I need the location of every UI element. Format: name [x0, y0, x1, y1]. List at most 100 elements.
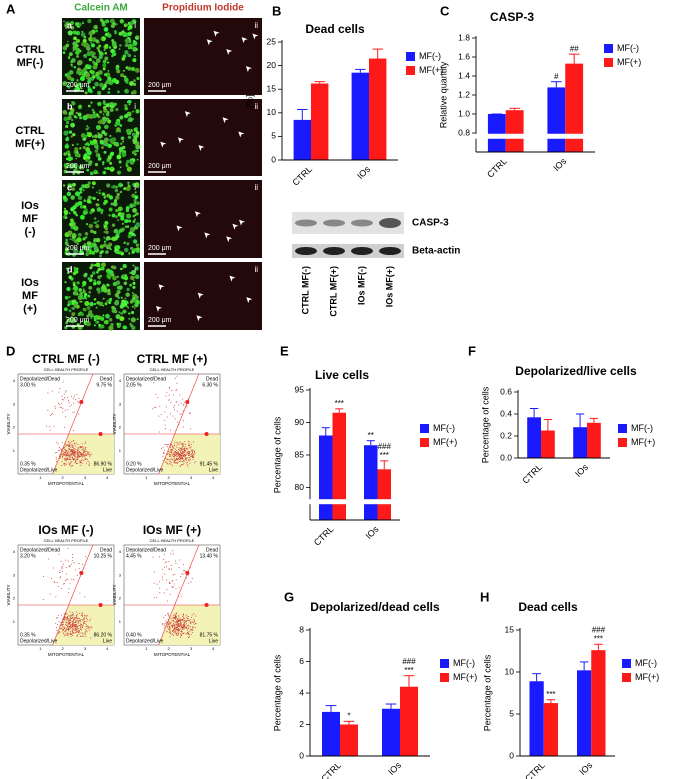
flow-tick: 1: [145, 646, 148, 651]
event-dot: [173, 622, 175, 624]
event-dot: [167, 624, 169, 626]
event-dot: [185, 454, 187, 456]
event-dot: [186, 626, 188, 628]
event-dot: [66, 619, 68, 621]
significance: ***: [404, 666, 413, 675]
y-tick-label: 1.8: [458, 32, 470, 42]
event-dot: [195, 460, 197, 462]
arrowhead: [204, 232, 211, 239]
event-dot: [189, 621, 191, 623]
event-dot: [173, 635, 175, 637]
event-dot: [64, 615, 66, 617]
cell-dot: [129, 227, 136, 233]
event-dot: [87, 451, 89, 453]
event-dot: [82, 397, 84, 399]
event-dot: [60, 407, 62, 409]
event-dot: [83, 635, 85, 637]
event-dot: [181, 615, 183, 617]
event-dot: [58, 553, 60, 555]
event-dot: [173, 628, 175, 630]
event-dot: [61, 587, 63, 589]
cell-dot: [76, 143, 79, 146]
event-dot: [77, 400, 79, 402]
quadrant-label: Live: [103, 638, 112, 644]
arrowhead: [245, 66, 252, 73]
event-dot: [189, 566, 191, 568]
event-dot: [193, 618, 195, 620]
bar: [543, 703, 558, 756]
event-dot: [88, 453, 90, 455]
arrowhead: [252, 33, 259, 40]
cell-dot: [91, 135, 95, 138]
cell-dot: [102, 287, 107, 292]
event-dot: [63, 633, 65, 635]
event-dot: [183, 613, 185, 615]
cell-dot: [104, 51, 108, 55]
cell-dot: [114, 188, 119, 193]
event-dot: [82, 620, 84, 622]
event-dot: [187, 631, 189, 633]
event-dot: [60, 454, 62, 456]
event-dot: [67, 623, 69, 625]
event-dot: [188, 413, 190, 415]
cell-dot: [75, 47, 81, 53]
quadrant-label: Dead: [206, 376, 218, 382]
event-dot: [78, 451, 80, 453]
event-dot: [65, 628, 67, 630]
quadrant-label: Dead: [100, 376, 112, 382]
event-dot: [84, 459, 86, 461]
event-dot: [185, 623, 187, 625]
event-dot: [170, 448, 172, 450]
y-tick-label: 1.2: [458, 89, 470, 99]
event-dot: [66, 463, 68, 465]
event-dot: [81, 629, 83, 631]
event-dot: [173, 459, 175, 461]
cell-dot: [70, 107, 75, 113]
event-dot: [185, 627, 187, 629]
event-dot: [191, 616, 193, 618]
cell-dot: [98, 323, 101, 327]
event-dot: [178, 624, 180, 626]
event-dot: [77, 629, 79, 631]
event-dot: [69, 452, 71, 454]
event-dot: [190, 458, 192, 460]
event-dot: [175, 389, 177, 391]
event-dot: [181, 452, 183, 454]
cell-dot: [116, 324, 121, 329]
bar: [293, 119, 311, 160]
cell-dot: [108, 46, 112, 49]
event-dot: [82, 460, 84, 462]
cell-dot: [93, 24, 99, 30]
event-dot: [84, 454, 86, 456]
event-dot: [79, 462, 81, 464]
event-dot: [77, 618, 79, 620]
event-dot: [190, 447, 192, 449]
event-dot: [171, 465, 173, 467]
event-dot: [184, 458, 186, 460]
cell-dot: [91, 181, 96, 186]
event-dot: [178, 404, 180, 406]
event-dot: [63, 453, 65, 455]
event-dot: [83, 453, 85, 455]
event-dot: [76, 456, 78, 458]
bar: [369, 58, 387, 160]
event-dot: [62, 454, 64, 456]
event-dot: [66, 613, 68, 615]
event-dot: [153, 597, 155, 599]
y-tick-label: 1.4: [458, 70, 470, 80]
event-dot: [85, 449, 87, 451]
cell-dot: [103, 236, 106, 239]
cell-dot: [66, 72, 71, 76]
cell-dot: [127, 27, 131, 31]
cell-dot: [123, 187, 127, 191]
cell-dot: [111, 213, 116, 218]
event-dot: [62, 628, 64, 630]
event-dot: [69, 456, 71, 458]
event-dot: [69, 445, 71, 447]
event-dot: [67, 448, 69, 450]
event-dot: [165, 625, 167, 627]
cell-dot: [93, 55, 97, 60]
event-dot: [172, 455, 174, 457]
event-dot: [59, 625, 61, 627]
arrowhead: [241, 37, 248, 44]
